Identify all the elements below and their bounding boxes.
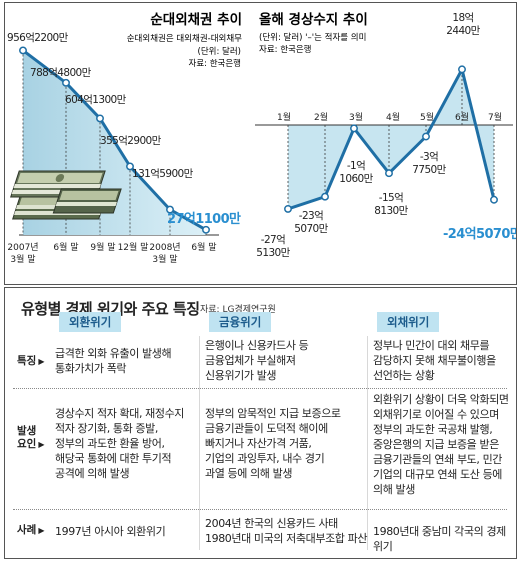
table-cell: 1980년대 중남미 각국의 경제 위기 — [373, 525, 506, 553]
right-data-point — [385, 169, 393, 178]
left-value-label: 131억5900만 — [132, 168, 194, 180]
left-value-label: 355억2900만 — [100, 135, 162, 147]
table-cell: 1997년 아시아 외환위기 — [55, 525, 166, 538]
right-x-tick-label: 5월 — [420, 111, 434, 123]
table-cell: 2004년 한국의 신용카드 사태 1980년대 미국의 저축대부조합 파산 — [205, 517, 368, 545]
left-x-tick-label: 6월 말 — [191, 241, 216, 253]
left-chart-unit: (단위: 달러) — [198, 46, 241, 57]
left-x-tick-label: 12월 말 — [118, 241, 149, 253]
right-x-tick-label: 3월 — [349, 111, 363, 123]
left-value-label: 27억1100만 — [167, 211, 241, 227]
right-value-label: 5070만 — [294, 223, 328, 235]
left-chart-subtitle: 순대외채권은 대외채권-대외채무 — [127, 33, 242, 44]
row-divider — [13, 388, 507, 389]
right-value-label: 2440만 — [446, 25, 480, 37]
left-data-point — [62, 78, 70, 87]
right-value-label: -24억5070만 — [443, 226, 516, 242]
triangle-right-icon: ▶ — [38, 357, 45, 366]
table-cell: 급격한 외화 유출이 발생해 통화가치가 폭락 — [55, 347, 172, 375]
right-area-fill — [288, 69, 494, 209]
left-x-tick-label: 9월 말 — [90, 241, 115, 253]
left-value-label: 604억1300만 — [65, 94, 127, 106]
table-cell: 경상수지 적자 확대, 재정수지 적자 장기화, 통화 증발, 정부의 과도한 … — [55, 407, 185, 480]
table-cell: 정부나 민간이 대외 채무를 감당하지 못해 채무불이행을 선언하는 상황 — [373, 339, 496, 382]
left-data-point — [126, 162, 134, 171]
charts-panel: 순대외채권 추이 순대외채권은 대외채권-대외채무 (단위: 달러) 자료: 한… — [4, 2, 520, 285]
table-source: 자료: LG경제연구원 — [200, 305, 276, 315]
left-value-label: 788억4800만 — [30, 67, 92, 79]
right-data-point — [350, 124, 358, 133]
left-data-point — [19, 46, 27, 55]
left-series-line — [22, 49, 207, 232]
table-cell: 정부의 암묵적인 지급 보증으로 금융기관들이 도덕적 해이에 빠지거나 자산가… — [205, 407, 341, 480]
left-data-point — [96, 114, 104, 123]
crisis-table-panel: 유형별 경제 위기와 주요 특징 자료: LG경제연구원 외환위기 금융위기 외… — [4, 287, 517, 559]
column-header-currency-crisis: 외환위기 — [59, 312, 122, 332]
triangle-right-icon: ▶ — [38, 526, 45, 535]
left-data-point — [202, 225, 210, 234]
column-header-financial-crisis: 금융위기 — [209, 312, 272, 332]
charts-svg: 순대외채권 추이 순대외채권은 대외채권-대외채무 (단위: 달러) 자료: 한… — [7, 11, 520, 265]
right-data-point — [422, 132, 430, 141]
row-label-causes: 발생 요인 ▶ — [17, 425, 45, 450]
left-x-tick-label: 3월 말 — [10, 253, 35, 265]
column-header-debt-crisis: 외채위기 — [377, 312, 440, 332]
right-value-label: 1060만 — [339, 173, 373, 185]
right-x-tick-label: 4월 — [386, 111, 400, 123]
right-data-point — [490, 195, 498, 204]
right-chart-subtitle: (단위: 달러) '–'는 적자를 의미 — [259, 32, 366, 43]
right-value-label: 8130만 — [374, 205, 408, 217]
right-data-point — [458, 65, 466, 74]
left-chart-title: 순대외채권 추이 — [150, 11, 242, 28]
right-value-label: -23억 — [299, 210, 323, 222]
column-divider — [367, 336, 368, 550]
money-stack-illustration — [10, 170, 122, 220]
table-cell: 은행이나 신용카드사 등 금융업체가 부실해져 신용위기가 발생 — [205, 339, 309, 382]
column-divider — [199, 336, 200, 550]
right-chart-source: 자료: 한국은행 — [259, 44, 312, 55]
triangle-right-icon: ▶ — [38, 440, 45, 449]
right-data-point — [284, 204, 292, 213]
right-x-tick-label: 1월 — [277, 111, 291, 123]
left-data-point — [166, 205, 174, 214]
right-x-tick-label: 6월 — [455, 111, 469, 123]
row-divider — [13, 509, 507, 510]
right-value-label: -1억 — [347, 160, 365, 172]
left-x-tick-label: 3월 말 — [152, 253, 177, 265]
left-value-label: 956억2200만 — [7, 32, 69, 44]
left-chart-source: 자료: 한국은행 — [189, 58, 242, 69]
right-value-label: 18억 — [452, 12, 473, 24]
row-label-features: 특징 ▶ — [17, 355, 45, 367]
right-x-tick-label: 2월 — [314, 111, 328, 123]
right-value-label: -27억 — [261, 234, 285, 246]
right-value-label: -15억 — [379, 192, 403, 204]
left-x-tick-label: 6월 말 — [53, 241, 78, 253]
right-value-label: 7750만 — [412, 164, 446, 176]
left-x-tick-label: 2007년 — [7, 242, 38, 253]
right-value-label: 5130만 — [256, 247, 290, 259]
right-data-point — [321, 192, 329, 201]
right-x-tick-label: 7월 — [488, 111, 502, 123]
right-value-label: -3억 — [420, 151, 438, 163]
table-cell: 외환위기 상황이 더욱 악화되면 외채위기로 이어질 수 있으며 정부의 과도한… — [373, 393, 509, 496]
left-x-tick-label: 2008년 — [149, 242, 180, 253]
right-chart-title: 올해 경상수지 추이 — [259, 11, 368, 28]
row-label-examples: 사례 ▶ — [17, 524, 45, 536]
